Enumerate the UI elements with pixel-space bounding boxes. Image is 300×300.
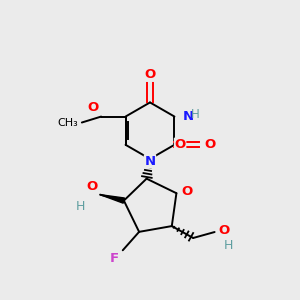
Text: O: O <box>86 180 98 193</box>
Text: N: N <box>183 110 194 123</box>
Text: O: O <box>182 185 193 198</box>
Text: N: N <box>144 155 156 168</box>
Text: H: H <box>191 108 200 121</box>
Text: O: O <box>218 224 230 237</box>
Text: O: O <box>205 138 216 151</box>
Text: O: O <box>88 101 99 114</box>
Text: H: H <box>224 238 233 252</box>
Polygon shape <box>100 195 124 203</box>
Text: H: H <box>76 200 85 213</box>
Text: O: O <box>175 138 186 151</box>
Text: O: O <box>144 68 156 81</box>
Text: F: F <box>110 252 119 265</box>
Text: CH₃: CH₃ <box>58 118 78 128</box>
